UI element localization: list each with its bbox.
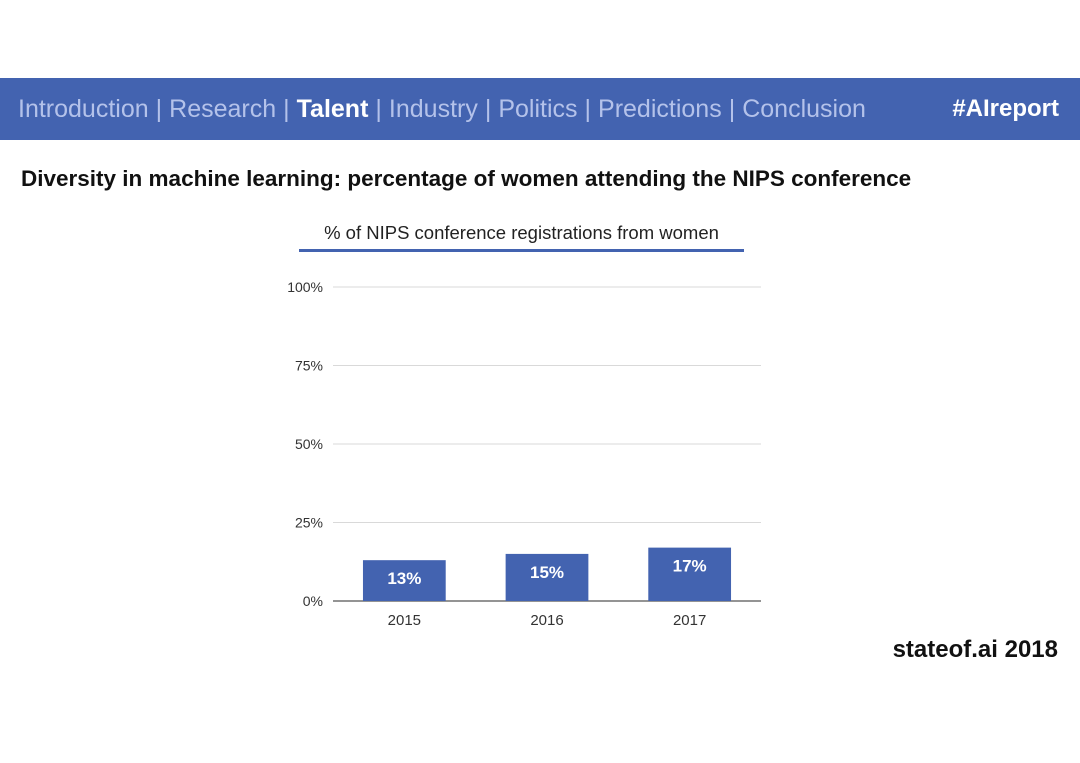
y-tick-label: 100%	[287, 279, 323, 295]
nav-separator: |	[584, 94, 592, 123]
nav-item-industry[interactable]: Industry	[388, 94, 478, 123]
bar-2016	[505, 553, 589, 601]
nav-separator: |	[728, 94, 736, 123]
nav-item-predictions[interactable]: Predictions	[598, 94, 722, 123]
bar-2017	[648, 547, 732, 601]
bar-2015	[362, 560, 446, 601]
bar-value-label: 15%	[530, 563, 564, 582]
y-tick-label: 0%	[303, 593, 323, 609]
nav-item-talent[interactable]: Talent	[296, 94, 369, 123]
nav-separator: |	[484, 94, 492, 123]
nav-item-introduction[interactable]: Introduction	[18, 94, 149, 123]
y-tick-label: 75%	[295, 358, 323, 374]
nav-separator: |	[283, 94, 290, 123]
chart-title-underline	[299, 249, 744, 252]
nav-separator: |	[375, 94, 382, 123]
y-tick-label: 25%	[295, 515, 323, 531]
bar-value-label: 17%	[673, 557, 707, 576]
nav-item-politics[interactable]: Politics	[498, 94, 578, 123]
slide-title: Diversity in machine learning: percentag…	[21, 166, 912, 191]
top-navigation-bar: Introduction | Research | Talent | Industry | Po…	[0, 78, 1080, 140]
chart-title: % of NIPS conference registrations from …	[324, 222, 719, 243]
bar-value-label: 13%	[387, 569, 421, 588]
y-tick-label: 50%	[295, 436, 323, 452]
footer-source-label: stateof.ai 2018	[892, 636, 1058, 663]
x-tick-label: 2017	[673, 612, 706, 629]
hashtag-label: #AIreport	[952, 95, 1059, 122]
section-nav: Introduction | Research | Talent | Industry | Po…	[18, 78, 866, 140]
nav-separator: |	[155, 94, 163, 123]
x-tick-label: 2016	[530, 612, 563, 629]
x-tick-label: 2015	[388, 612, 421, 629]
nav-item-research[interactable]: Research	[169, 94, 277, 123]
nav-item-conclusion[interactable]: Conclusion	[742, 94, 866, 123]
